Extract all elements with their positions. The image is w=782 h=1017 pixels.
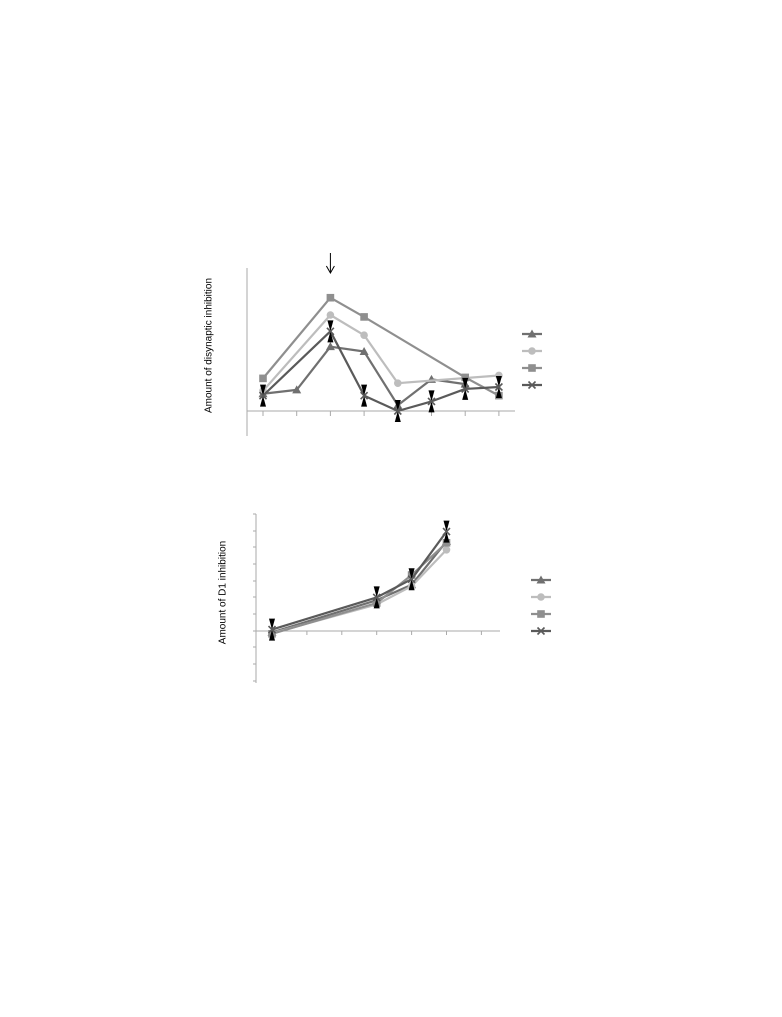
chart1-data-point <box>325 342 335 351</box>
chart2-data-point <box>407 575 416 584</box>
chart1-error-bar-upper <box>495 376 502 387</box>
chart2-legend-entry-2 <box>531 593 551 601</box>
chart1-error-bar-upper <box>327 320 334 332</box>
chart1-data-point <box>393 406 402 416</box>
chart1-legend-marker <box>528 364 536 372</box>
chart1-data-point <box>360 391 369 400</box>
chart2-series-3-line <box>271 541 448 635</box>
chart1-data-point <box>461 384 470 393</box>
chart1-data-point <box>427 397 436 406</box>
chart1-error-bar-upper <box>394 400 401 411</box>
chart2-error-bar-upper <box>408 568 415 580</box>
chart1-error-bar-lower <box>327 331 334 343</box>
chart1-data-point <box>326 327 335 336</box>
chart1-legend-entry-2 <box>522 347 542 355</box>
chart2-series-1 <box>267 536 451 636</box>
chart1-data-point <box>292 385 302 394</box>
chart2-series-4 <box>267 520 451 641</box>
chart2-error-bar-lower <box>408 579 415 591</box>
chart-1 <box>246 253 542 436</box>
chart1-legend-marker <box>527 380 537 390</box>
chart1-arrow-head <box>325 265 335 275</box>
chart1-y-axis-label: Amount of disynaptic inhibition <box>203 277 215 414</box>
chart1-data-point <box>259 374 267 383</box>
chart2-legend-marker <box>537 610 545 618</box>
chart2-data-point <box>442 527 451 536</box>
chart2-legend-entry-1 <box>531 575 551 584</box>
chart1-error-bar-lower <box>495 387 502 398</box>
chart1-data-point <box>360 331 368 339</box>
chart1-error-bar-upper <box>260 384 266 396</box>
chart1-legend-entry-4 <box>522 380 542 390</box>
chart1-data-point <box>326 293 335 302</box>
chart1-error-bar-upper <box>462 377 469 389</box>
chart2-error-bar-lower <box>443 531 450 543</box>
chart1-series-4 <box>258 320 503 422</box>
chart2-legend-marker <box>536 626 546 636</box>
chart2-data-point <box>267 625 277 634</box>
chart1-error-bar-lower <box>428 401 435 413</box>
chart2-y-axis-label: Amount of D1 inhibition <box>217 540 229 645</box>
chart2-error-bar-upper <box>373 586 380 598</box>
chart1-data-point <box>394 379 402 387</box>
chart2-data-point <box>442 539 451 547</box>
chart1-data-point <box>461 373 469 382</box>
chart1-error-bar-lower <box>394 411 401 422</box>
chart2-series-1-line <box>271 540 448 634</box>
chart1-error-bar-upper <box>428 390 435 402</box>
chart2-legend-entry-4 <box>531 626 551 636</box>
chart1-data-point <box>360 313 368 321</box>
chart-2 <box>253 513 551 683</box>
chart1-error-bar-lower <box>462 388 469 400</box>
chart2-data-point <box>442 546 451 554</box>
chart2-legend-marker <box>536 575 546 584</box>
chart1-error-bar-upper <box>361 384 368 396</box>
chart1-legend-entry-3 <box>522 364 542 372</box>
chart1-data-point <box>494 382 503 392</box>
chart1-legend-marker <box>528 347 536 355</box>
chart1-error-bar-lower <box>260 395 266 407</box>
chart1-legend-entry-1 <box>522 329 542 338</box>
chart2-data-point <box>372 593 381 602</box>
chart2-error-bar-upper <box>443 520 450 532</box>
chart2-series-4-line <box>271 530 448 631</box>
chart1-legend-marker <box>527 329 537 338</box>
chart2-legend-marker <box>537 593 545 601</box>
chart2-error-bar-upper <box>269 618 275 630</box>
chart2-error-bar-lower <box>373 597 380 609</box>
chart1-data-point <box>359 346 369 355</box>
chart1-data-point <box>326 311 335 319</box>
chart1-data-point <box>258 391 268 400</box>
chart1-error-bar-lower <box>361 395 368 407</box>
chart2-error-bar-lower <box>269 629 275 641</box>
chart2-legend-entry-3 <box>531 610 551 618</box>
